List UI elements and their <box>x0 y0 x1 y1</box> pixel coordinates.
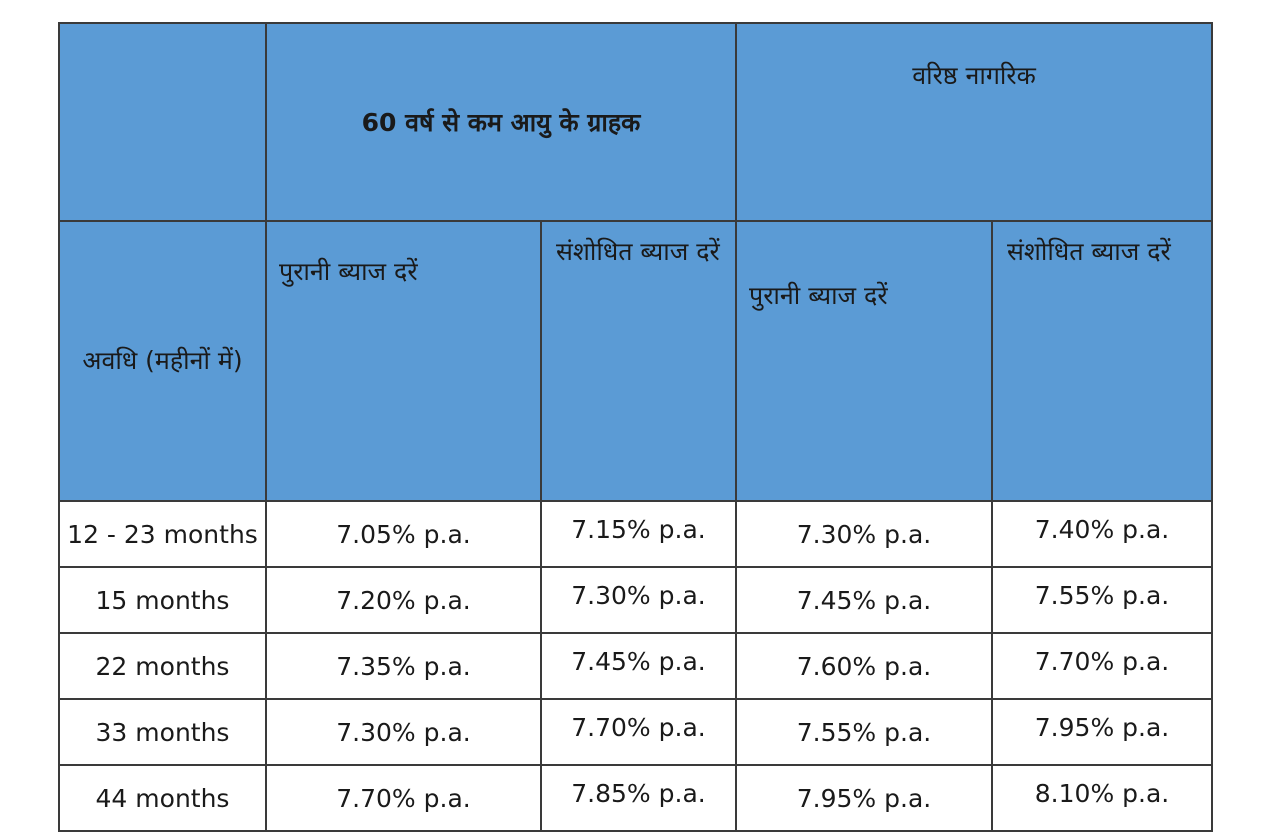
duration-header: अवधि (महीनों में) <box>58 220 267 502</box>
senior-revised-rate-cell: 7.55% p.a. <box>990 566 1214 634</box>
table-row: 22 months 7.35% p.a. 7.45% p.a. 7.60% p.… <box>58 632 1214 700</box>
general-old-rate-cell: 7.20% p.a. <box>265 566 542 634</box>
senior-revised-rate-cell: 7.95% p.a. <box>990 698 1214 766</box>
senior-old-rate-header: पुरानी ब्याज दरें <box>735 220 993 502</box>
interest-rate-table: 60 वर्ष से कम आयु के ग्राहक वरिष्ठ नागरि… <box>58 22 1214 832</box>
general-customers-header: 60 वर्ष से कम आयु के ग्राहक <box>265 22 737 222</box>
senior-old-rate-cell: 7.95% p.a. <box>735 764 993 832</box>
duration-cell: 12 - 23 months <box>58 500 267 568</box>
senior-revised-rate-cell: 7.70% p.a. <box>990 632 1214 700</box>
duration-header-label: अवधि (महीनों में) <box>82 346 243 375</box>
header-row-groups: 60 वर्ष से कम आयु के ग्राहक वरिष्ठ नागरि… <box>58 22 1214 222</box>
senior-revised-rate-cell: 8.10% p.a. <box>990 764 1214 832</box>
senior-revised-rate-header: संशोधित ब्याज दरें <box>990 220 1214 502</box>
corner-cell <box>58 22 267 222</box>
general-old-rate-cell: 7.05% p.a. <box>265 500 542 568</box>
general-revised-rate-cell: 7.70% p.a. <box>540 698 737 766</box>
senior-old-rate-cell: 7.60% p.a. <box>735 632 993 700</box>
table-row: 12 - 23 months 7.05% p.a. 7.15% p.a. 7.3… <box>58 500 1214 568</box>
duration-cell: 22 months <box>58 632 267 700</box>
table-row: 15 months 7.20% p.a. 7.30% p.a. 7.45% p.… <box>58 566 1214 634</box>
duration-cell: 44 months <box>58 764 267 832</box>
general-revised-rate-cell: 7.85% p.a. <box>540 764 737 832</box>
general-old-rate-cell: 7.70% p.a. <box>265 764 542 832</box>
general-old-rate-header: पुरानी ब्याज दरें <box>265 220 542 502</box>
senior-old-rate-cell: 7.30% p.a. <box>735 500 993 568</box>
general-revised-rate-cell: 7.45% p.a. <box>540 632 737 700</box>
header-row-columns: अवधि (महीनों में) पुरानी ब्याज दरें संशो… <box>58 220 1214 502</box>
senior-old-rate-cell: 7.45% p.a. <box>735 566 993 634</box>
duration-cell: 33 months <box>58 698 267 766</box>
general-revised-rate-cell: 7.15% p.a. <box>540 500 737 568</box>
table-row: 44 months 7.70% p.a. 7.85% p.a. 7.95% p.… <box>58 764 1214 832</box>
senior-revised-rate-cell: 7.40% p.a. <box>990 500 1214 568</box>
general-old-rate-cell: 7.30% p.a. <box>265 698 542 766</box>
senior-citizens-header: वरिष्ठ नागरिक <box>734 22 1214 222</box>
general-revised-rate-header: संशोधित ब्याज दरें <box>540 220 737 502</box>
duration-cell: 15 months <box>58 566 267 634</box>
general-revised-rate-cell: 7.30% p.a. <box>540 566 737 634</box>
general-old-rate-cell: 7.35% p.a. <box>265 632 542 700</box>
senior-old-rate-cell: 7.55% p.a. <box>735 698 993 766</box>
table-row: 33 months 7.30% p.a. 7.70% p.a. 7.55% p.… <box>58 698 1214 766</box>
